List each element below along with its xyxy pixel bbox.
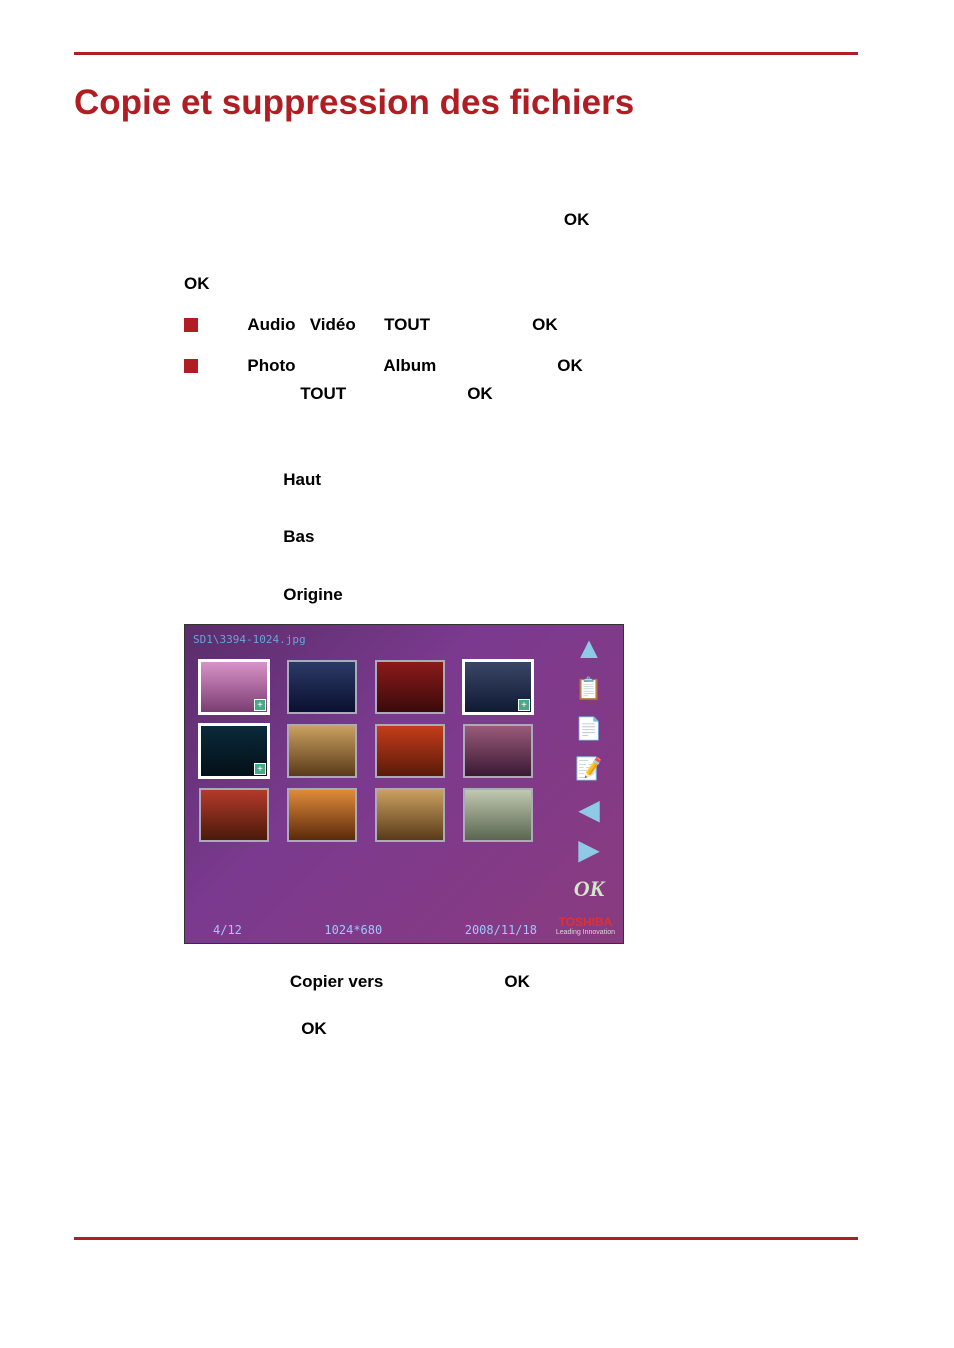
step1-text-b: pour confirmer. (594, 210, 707, 229)
thumbnail[interactable]: + (199, 660, 269, 714)
bullet2-ok2: OK (467, 384, 493, 403)
brand-tagline: Leading Innovation (556, 929, 615, 937)
clipboard-minus-icon[interactable]: 📄 (568, 711, 610, 747)
steps-4-5: 4. Choisissez Copier vers et appuyez sur… (74, 968, 858, 1044)
step3-i1c: (aller au fichier précédent) (184, 499, 381, 518)
bullet1-e: . (562, 315, 567, 334)
step3-heading: 3. Sélection des fichiers : (184, 437, 858, 466)
step1-text-a: 1. Mettez la source en surbrillance et a… (184, 210, 564, 229)
clipboard-plus-icon[interactable]: 📋 (568, 671, 610, 707)
step2-ok: OK (184, 274, 210, 293)
device-screenshot: SD1\3394-1024.jpg + + + ▲ 📋 📄 📝 ◀ ▶ OK T… (184, 624, 624, 944)
thumbnail[interactable]: + (463, 660, 533, 714)
step3-i2a: Appuyez sur (184, 527, 283, 546)
bullet2-ok1: OK (557, 356, 583, 375)
bullet2-photo: Photo (247, 356, 295, 375)
step3-i2c: (aller au fichier suivant) (184, 556, 360, 575)
selected-plus-icon: + (254, 699, 266, 711)
bullet1-video: Vidéo (310, 315, 356, 334)
bullet1-c: ou (360, 315, 384, 334)
step3-i3a: Appuyez sur (184, 585, 283, 604)
step2-text-a: 2. Mettez le type de média en surbrillan… (184, 247, 821, 266)
step2-text-b: pour continuer. (214, 274, 326, 293)
thumbnail[interactable] (287, 660, 357, 714)
step5-a: 5. Appuyez sur (184, 1019, 301, 1038)
date: 2008/11/18 (465, 923, 537, 937)
thumbnail[interactable]: + (199, 724, 269, 778)
step3-bas: Bas (283, 527, 314, 546)
step3-i3b: pour revenir. (347, 585, 442, 604)
bullet1-d: appuyez sur (435, 315, 532, 334)
step3-i1b: pour sélectionner. (326, 470, 460, 489)
brand-logo: TOSHIBA Leading Innovation (556, 916, 615, 937)
brand-name: TOSHIBA (559, 915, 613, 929)
step3-list: 3. Sélection des fichiers : Appuyez sur … (74, 437, 858, 610)
step3-i1a: Appuyez sur (184, 470, 283, 489)
bullet2-d: , ou choisissez (184, 384, 300, 403)
top-divider (74, 52, 858, 55)
thumbnail[interactable] (463, 724, 533, 778)
thumbnail[interactable] (375, 724, 445, 778)
bullet2-b: choisissez (300, 356, 383, 375)
counter: 4/12 (213, 923, 242, 937)
step4-copier: Copier vers (290, 972, 384, 991)
thumbnail[interactable] (375, 660, 445, 714)
bottom-divider (74, 1237, 858, 1240)
step3-origine: Origine (283, 585, 343, 604)
resolution: 1024*680 (324, 923, 382, 937)
step4-b: et appuyez sur (388, 972, 504, 991)
bullet2-c: et appuyez sur (441, 356, 557, 375)
screenshot-side-toolbar: ▲ 📋 📄 📝 ◀ ▶ OK (565, 631, 613, 907)
bullet1-audio: Audio (247, 315, 295, 334)
step4-a: 4. Choisissez (184, 972, 290, 991)
bullet-square-icon (184, 359, 198, 373)
step4-ok: OK (504, 972, 530, 991)
step3-i2b: pour désélectionner. (319, 527, 472, 546)
bullet2-tout: TOUT (300, 384, 346, 403)
step3-haut: Haut (283, 470, 321, 489)
thumbnail-grid: + + + (199, 660, 615, 842)
right-arrow-icon[interactable]: ▶ (568, 831, 610, 867)
note-icon[interactable]: 📝 (568, 751, 610, 787)
bullet2-a: Pour (207, 356, 248, 375)
bullet1-tout: TOUT (384, 315, 430, 334)
step5-b: pour confirmer la destination. (331, 1019, 550, 1038)
step5-ok: OK (301, 1019, 327, 1038)
bullet1-b: , (300, 315, 309, 334)
thumbnail[interactable] (199, 788, 269, 842)
bullet2-album: Album (383, 356, 436, 375)
screenshot-footer: 4/12 1024*680 2008/11/18 (185, 923, 553, 937)
thumbnail[interactable] (287, 788, 357, 842)
step1-ok: OK (564, 210, 590, 229)
up-arrow-icon[interactable]: ▲ (568, 631, 610, 667)
thumbnail[interactable] (463, 788, 533, 842)
bullet2-e: et appuyez sur (351, 384, 467, 403)
page-title: Copie et suppression des fichiers (74, 83, 858, 123)
bullet-square-icon (184, 318, 198, 332)
ok-icon[interactable]: OK (568, 871, 610, 907)
bullet2-f: . (497, 384, 502, 403)
left-arrow-icon[interactable]: ◀ (568, 791, 610, 827)
bullet1-ok: OK (532, 315, 558, 334)
thumbnail[interactable] (287, 724, 357, 778)
screenshot-filepath: SD1\3394-1024.jpg (193, 633, 615, 646)
thumbnail[interactable] (375, 788, 445, 842)
step4-c: . (535, 972, 540, 991)
intro-text: Cette fonction vous permet de copier des… (74, 141, 858, 194)
step-block-1: 1. Mettez la source en surbrillance et a… (74, 206, 858, 407)
bullet1-a: Pour (207, 315, 248, 334)
selected-plus-icon: + (254, 763, 266, 775)
selected-plus-icon: + (518, 699, 530, 711)
